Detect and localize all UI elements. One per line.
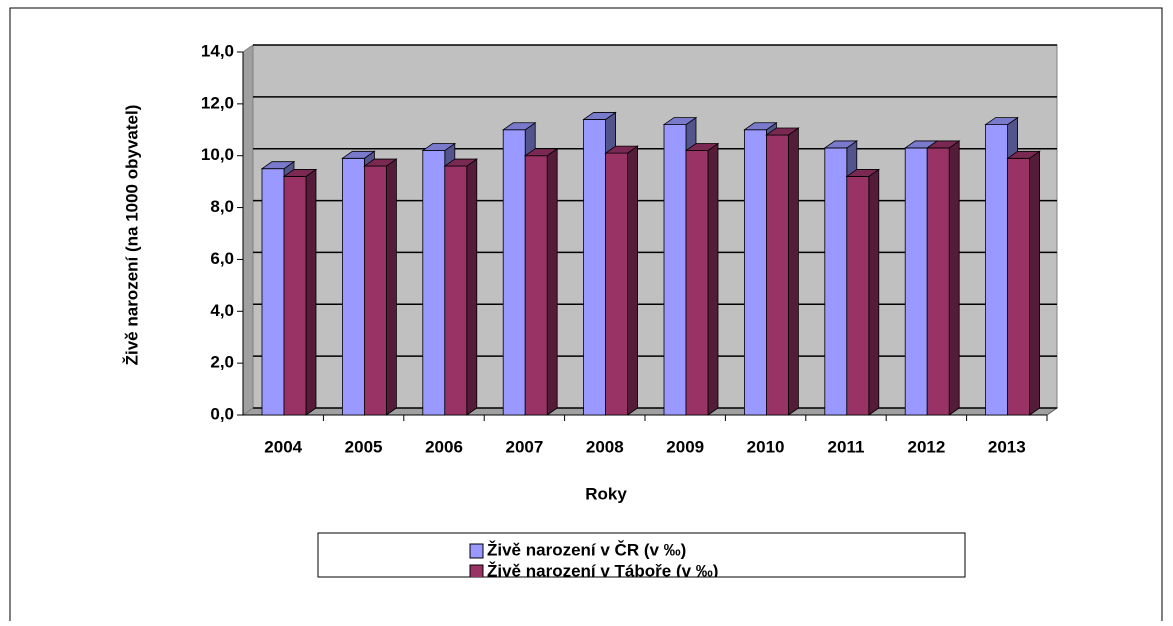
legend-swatch (469, 543, 484, 559)
bar (744, 129, 767, 416)
bar (605, 152, 628, 416)
bar (663, 124, 687, 416)
bar-side (385, 158, 397, 416)
y-tick-label: 12,0 (201, 93, 234, 112)
legend-box (317, 532, 966, 578)
bar-side (707, 142, 719, 416)
bar-top (501, 122, 537, 131)
bar-top (341, 150, 376, 159)
x-tick-label: 2005 (345, 437, 383, 456)
x-tick-label: 2012 (907, 437, 945, 456)
bar-top (845, 169, 881, 177)
bar (422, 150, 446, 416)
legend-label: Živě narození v Táboře (v ‰) (487, 561, 718, 580)
bar-side (305, 168, 317, 416)
bar-top (1006, 150, 1041, 159)
bar-top (604, 145, 639, 154)
y-tick-label: 6,0 (210, 249, 234, 268)
bar (685, 150, 709, 416)
bar-side (1029, 150, 1040, 416)
bar (524, 155, 548, 416)
bar (824, 147, 848, 416)
y-tick-label: 8,0 (210, 197, 234, 216)
bar-top (282, 169, 318, 177)
x-tick-label: 2010 (747, 437, 785, 456)
plot: 0,0 2,0 4,0 6,0 8,0 10,0 12,0 14,0 2004 2005 2006 2… (201, 41, 1059, 456)
x-tick-label: 2009 (666, 437, 704, 456)
bar-top (363, 158, 398, 167)
y-tick-label: 14,0 (201, 41, 234, 60)
bar (363, 165, 387, 416)
bar-top (443, 158, 479, 167)
bar (766, 134, 789, 416)
bar (846, 176, 870, 416)
bar (444, 165, 468, 416)
bar-top (662, 117, 698, 125)
bar-top (743, 122, 778, 131)
bar-top (765, 127, 800, 136)
bar (985, 124, 1008, 416)
bar-top (925, 140, 961, 149)
bar (283, 176, 307, 416)
bar-side (546, 147, 558, 416)
y-tick-label: 10,0 (201, 145, 234, 164)
bar-top (823, 140, 859, 149)
bar (904, 147, 928, 416)
side-wall (242, 44, 254, 416)
y-tick-label: 2,0 (210, 353, 234, 372)
bar (341, 157, 365, 416)
bar (502, 129, 526, 416)
bar-top (260, 161, 296, 170)
x-tick-label: 2007 (505, 437, 543, 456)
x-tick-label: 2013 (988, 437, 1026, 456)
x-axis-label: Roky (585, 484, 627, 503)
y-axis-label: Živě narození (na 1000 obyvatel) (122, 105, 141, 366)
x-tick-label: 2008 (586, 437, 624, 456)
bar (1007, 157, 1030, 416)
bar (926, 147, 950, 416)
x-tick-label: 2004 (264, 437, 302, 456)
bar-side (466, 158, 478, 416)
bar-top (523, 148, 559, 157)
bar-top (684, 143, 720, 151)
bar-top (582, 112, 617, 120)
y-tick-label: 4,0 (210, 301, 234, 320)
bar-side (868, 168, 880, 416)
bar-side (627, 145, 638, 416)
y-tick-label: 0,0 (210, 404, 234, 423)
x-tick-label: 2011 (828, 437, 865, 456)
bar-side (788, 127, 799, 416)
bar (261, 168, 285, 416)
bar-top (984, 117, 1019, 125)
x-tick-label: 2006 (425, 437, 463, 456)
legend-label: Živě narození v ČR (v ‰) (487, 540, 686, 559)
bar (583, 119, 606, 416)
bar-side (948, 140, 960, 416)
legend: Živě narození v ČR (v ‰) Živě narození v … (469, 540, 718, 580)
bar-top (421, 143, 457, 151)
legend-swatch (469, 564, 484, 577)
